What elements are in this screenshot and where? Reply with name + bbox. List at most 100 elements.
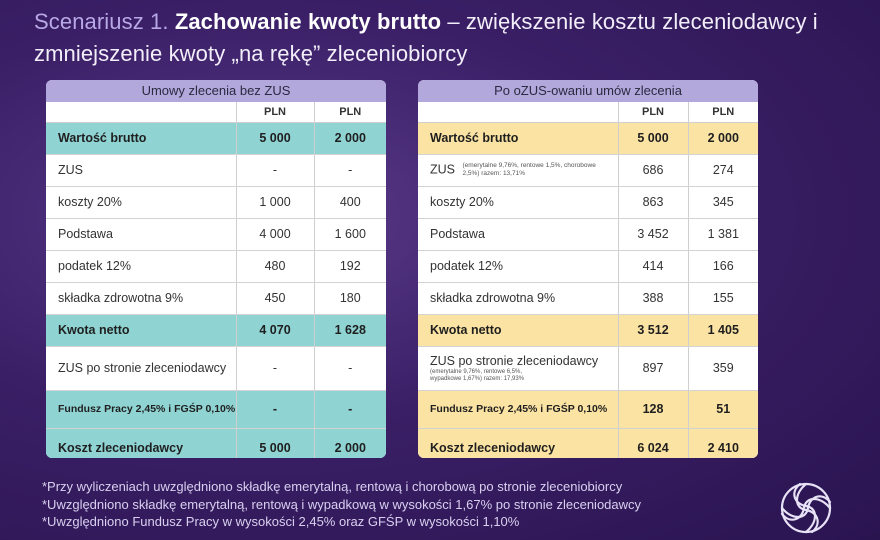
cell-value: 128	[617, 390, 688, 429]
comparison-table: PLN PLN Wartość brutto 5 000 2 000 ZUS -…	[46, 102, 386, 458]
cell-value: 2 000	[313, 122, 386, 155]
cell-value: 1 628	[313, 314, 386, 347]
employer-zus-note: (emerytalne 9,76%, rentowe 6,5%, wypadko…	[430, 368, 525, 382]
cell-value: 897	[617, 346, 688, 391]
table-row: składka zdrowotna 9% 388 155	[418, 282, 758, 315]
table-row: Koszt zleceniodawcy 5 000 2 000	[46, 428, 386, 458]
cell-value: 166	[687, 250, 758, 283]
panel-header: Umowy zlecenia bez ZUS	[46, 80, 386, 102]
column-header-pln: PLN	[313, 102, 386, 123]
table-row: ZUS - -	[46, 154, 386, 187]
table-row: Wartość brutto 5 000 2 000	[418, 122, 758, 155]
row-label: Wartość brutto	[46, 122, 236, 155]
row-label: Fundusz Pracy 2,45% i FGŚP 0,10%	[418, 390, 618, 429]
cell-value: 388	[617, 282, 688, 315]
row-label: Podstawa	[46, 218, 236, 251]
cell-value: 51	[687, 390, 758, 429]
cell-value: 359	[687, 346, 758, 391]
table-panel-without-zus: Umowy zlecenia bez ZUS PLN PLN Wartość b…	[46, 80, 386, 458]
column-header-pln: PLN	[617, 102, 688, 123]
cell-value: 180	[313, 282, 386, 315]
row-label: składka zdrowotna 9%	[418, 282, 618, 315]
row-label: ZUS po stronie zleceniodawcy	[430, 353, 599, 368]
column-header-pln: PLN	[687, 102, 758, 123]
column-header-pln: PLN	[235, 102, 314, 123]
zus-note: (emerytalne 9,76%, rentowe 1,5%, chorobo…	[462, 162, 596, 177]
row-label: ZUS	[46, 154, 236, 187]
table-row: składka zdrowotna 9% 450 180	[46, 282, 386, 315]
row-label: ZUS po stronie zleceniodawcy	[46, 346, 236, 391]
cell-value: 1 381	[687, 218, 758, 251]
cell-value: -	[235, 390, 314, 429]
row-label: ZUS	[430, 162, 455, 177]
table-row: Podstawa 4 000 1 600	[46, 218, 386, 251]
cell-value: 4 070	[235, 314, 314, 347]
row-label: Kwota netto	[418, 314, 618, 347]
cell-value: -	[235, 154, 314, 187]
table-row: podatek 12% 480 192	[46, 250, 386, 283]
cell-value: 1 000	[235, 186, 314, 219]
row-label: Koszt zleceniodawcy	[418, 428, 618, 458]
cell-value: 480	[235, 250, 314, 283]
cell-value: -	[313, 346, 386, 391]
row-label: Koszt zleceniodawcy	[46, 428, 236, 458]
table-row: koszty 20% 1 000 400	[46, 186, 386, 219]
table-row: podatek 12% 414 166	[418, 250, 758, 283]
cell-value: 863	[617, 186, 688, 219]
table-row: Koszt zleceniodawcy 6 024 2 410	[418, 428, 758, 458]
page-title: Scenariusz 1. Zachowanie kwoty brutto – …	[34, 6, 854, 70]
cell-value: -	[235, 346, 314, 391]
cell-value: 1 600	[313, 218, 386, 251]
cell-value: 400	[313, 186, 386, 219]
cell-value: 192	[313, 250, 386, 283]
row-label-zus: ZUS (emerytalne 9,76%, rentowe 1,5%, cho…	[418, 154, 618, 187]
row-label: Podstawa	[418, 218, 618, 251]
row-label: Wartość brutto	[418, 122, 618, 155]
cell-value: 2 000	[687, 122, 758, 155]
cell-value: 2 410	[687, 428, 758, 458]
cell-value: 450	[235, 282, 314, 315]
cell-value: 6 024	[617, 428, 688, 458]
cell-value: 2 000	[313, 428, 386, 458]
table-row: Fundusz Pracy 2,45% i FGŚP 0,10% - -	[46, 390, 386, 429]
panel-header: Po oZUS-owaniu umów zlecenia	[418, 80, 758, 102]
comparison-table: PLN PLN Wartość brutto 5 000 2 000 ZUS (…	[418, 102, 758, 458]
table-row: ZUS po stronie zleceniodawcy - -	[46, 346, 386, 391]
cell-value: 414	[617, 250, 688, 283]
row-label: podatek 12%	[418, 250, 618, 283]
row-label: składka zdrowotna 9%	[46, 282, 236, 315]
cell-value: 345	[687, 186, 758, 219]
cell-value: 1 405	[687, 314, 758, 347]
cell-value: 5 000	[235, 122, 314, 155]
cell-value: -	[313, 154, 386, 187]
table-row: Kwota netto 3 512 1 405	[418, 314, 758, 347]
row-label: koszty 20%	[46, 186, 236, 219]
row-label: koszty 20%	[418, 186, 618, 219]
footnote: *Uwzględniono składkę emerytalną, rentow…	[42, 496, 642, 512]
title-lead: Scenariusz 1.	[34, 9, 169, 34]
footnotes: *Przy wyliczeniach uwzględniono składkę …	[42, 478, 782, 531]
table-row: Podstawa 3 452 1 381	[418, 218, 758, 251]
table-row: koszty 20% 863 345	[418, 186, 758, 219]
row-label: podatek 12%	[46, 250, 236, 283]
title-rest: – zwiększenie kosztu zleceniodawcy i zmn…	[34, 9, 818, 66]
column-header-label	[418, 102, 618, 123]
table-panel-with-zus: Po oZUS-owaniu umów zlecenia PLN PLN War…	[418, 80, 758, 458]
cell-value: 3 512	[617, 314, 688, 347]
cell-value: 5 000	[235, 428, 314, 458]
title-bold: Zachowanie kwoty brutto	[174, 9, 442, 34]
cell-value: 686	[617, 154, 688, 187]
table-row: ZUS po stronie zleceniodawcy (emerytalne…	[418, 346, 758, 391]
footnote: *Uwzględniono Fundusz Pracy w wysokości …	[42, 514, 520, 529]
cell-value: 3 452	[617, 218, 688, 251]
footnote: *Przy wyliczeniach uwzględniono składkę …	[42, 479, 623, 494]
row-label: Kwota netto	[46, 314, 236, 347]
cell-value: 4 000	[235, 218, 314, 251]
row-label: Fundusz Pracy 2,45% i FGŚP 0,10%	[46, 390, 236, 429]
table-row: ZUS (emerytalne 9,76%, rentowe 1,5%, cho…	[418, 154, 758, 187]
row-label-employer-zus: ZUS po stronie zleceniodawcy (emerytalne…	[418, 346, 618, 391]
spiral-logo-icon	[778, 480, 834, 536]
cell-value: 155	[687, 282, 758, 315]
table-row: Kwota netto 4 070 1 628	[46, 314, 386, 347]
cell-value: 5 000	[617, 122, 688, 155]
